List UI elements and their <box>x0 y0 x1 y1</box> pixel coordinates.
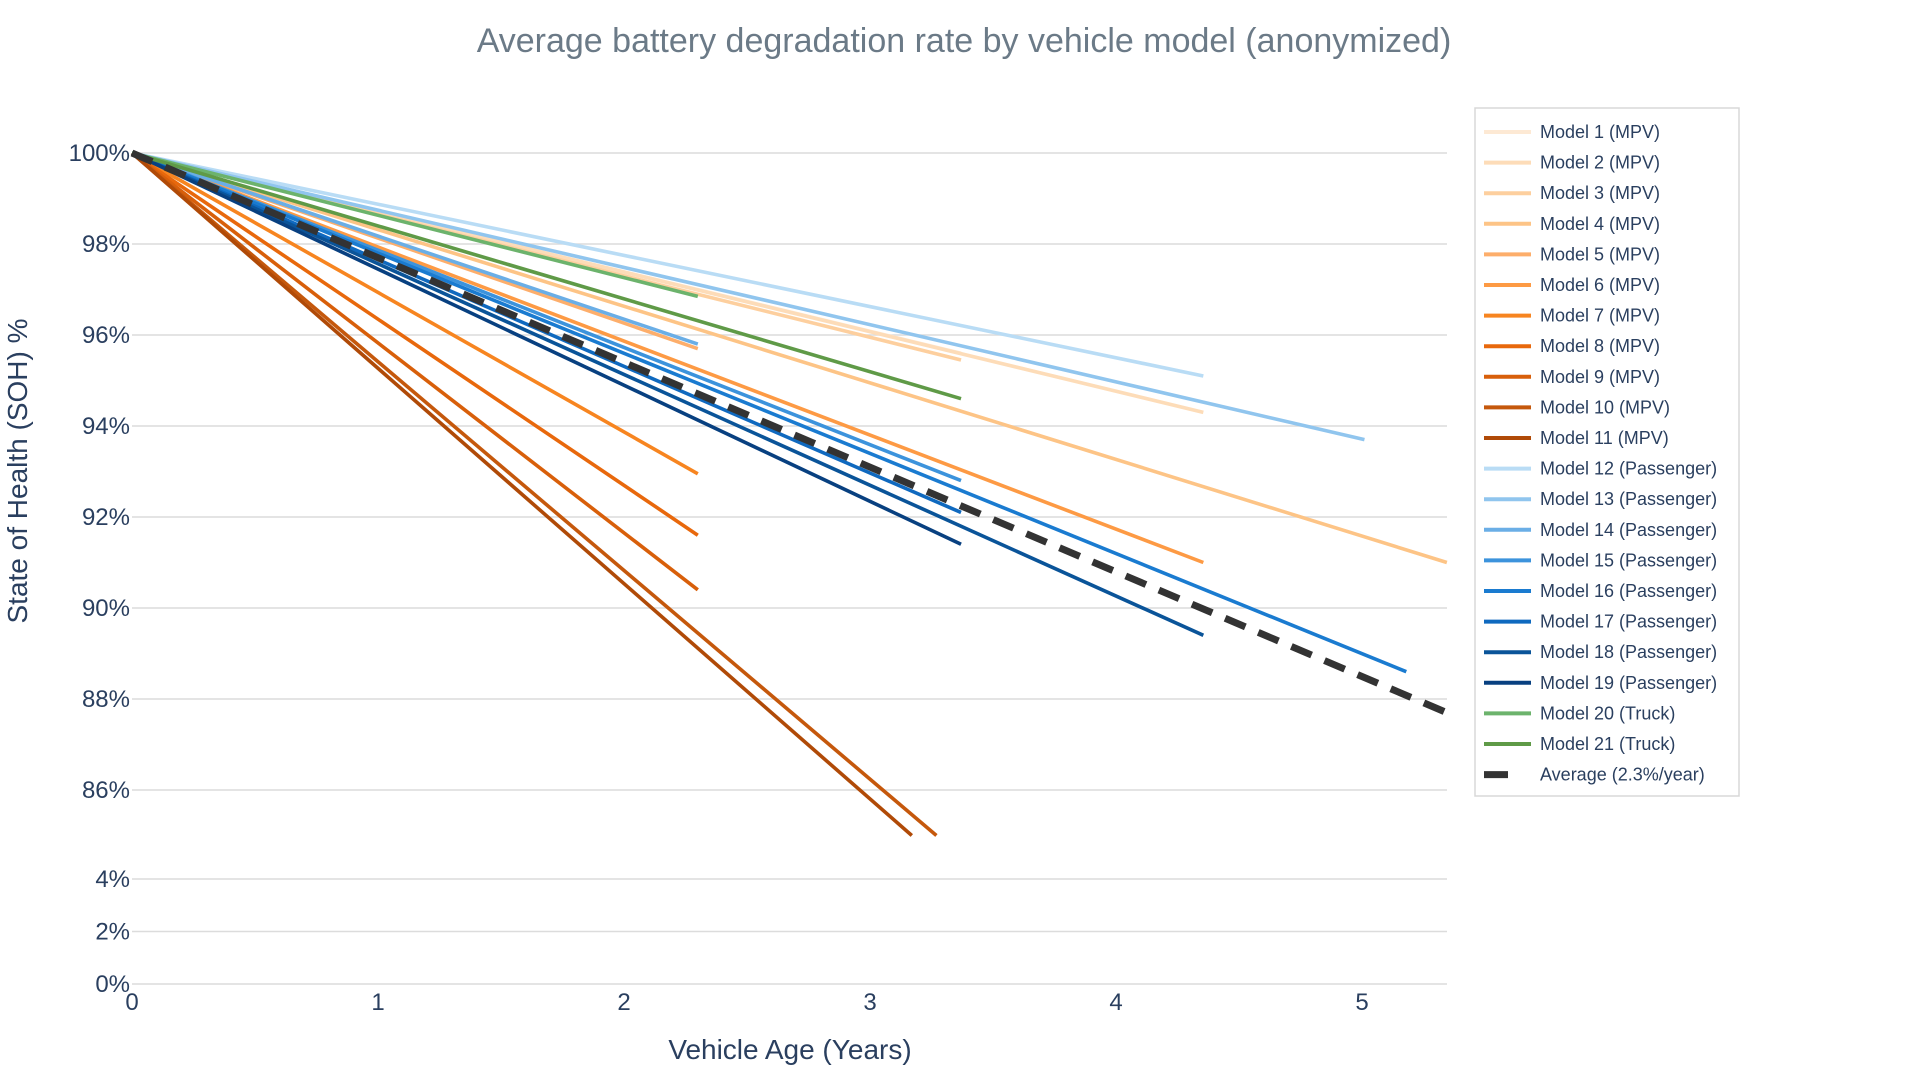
series-line-4 <box>131 151 1448 565</box>
legend-label: Model 16 (Passenger) <box>1540 581 1717 601</box>
legend-label: Model 13 (Passenger) <box>1540 489 1717 509</box>
legend-label: Model 17 (Passenger) <box>1540 612 1717 632</box>
y-tick-label: 88% <box>82 686 130 713</box>
legend-label: Average (2.3%/year) <box>1540 765 1705 785</box>
legend-label: Model 14 (Passenger) <box>1540 520 1717 540</box>
legend-label: Model 20 (Truck) <box>1540 703 1675 723</box>
legend: Model 1 (MPV) Model 2 (MPV) Model 3 (MPV) M… <box>1474 107 1740 797</box>
legend-label: Model 18 (Passenger) <box>1540 642 1717 662</box>
x-axis-ticks: 0 1 2 3 4 5 <box>125 989 1368 1016</box>
y-tick-label: 94% <box>82 413 130 440</box>
y-tick-label: 98% <box>82 231 130 258</box>
y-tick-label: 100% <box>69 140 130 167</box>
series-line-14 <box>131 151 699 346</box>
series-line-22 <box>130 149 1449 716</box>
series-lines <box>130 149 1449 837</box>
x-tick-label: 2 <box>617 989 630 1016</box>
y-tick-label: 92% <box>82 504 130 531</box>
y-tick-label: 96% <box>82 322 130 349</box>
x-axis-title: Vehicle Age (Years) <box>668 1034 911 1065</box>
y-tick-label: 4% <box>95 866 130 893</box>
series-line-8 <box>130 151 699 537</box>
y-axis-title: State of Health (SOH) % <box>2 318 33 623</box>
series-line-7 <box>131 151 699 476</box>
legend-label: Model 2 (MPV) <box>1540 153 1660 173</box>
legend-label: Model 12 (Passenger) <box>1540 459 1717 479</box>
x-tick-label: 1 <box>371 989 384 1016</box>
legend-label: Model 7 (MPV) <box>1540 306 1660 326</box>
y-tick-label: 90% <box>82 595 130 622</box>
gridlines <box>132 152 1447 985</box>
legend-label: Model 6 (MPV) <box>1540 275 1660 295</box>
series-line-19 <box>131 151 962 546</box>
series-line-20 <box>131 151 699 299</box>
legend-label: Model 11 (MPV) <box>1540 428 1669 448</box>
series-line-10 <box>130 151 938 837</box>
series-line-18 <box>131 151 1205 637</box>
legend-label: Model 10 (MPV) <box>1540 397 1670 417</box>
x-tick-label: 3 <box>863 989 876 1016</box>
x-tick-label: 4 <box>1109 989 1122 1016</box>
legend-label: Model 21 (Truck) <box>1540 734 1675 754</box>
y-tick-label: 0% <box>95 971 130 998</box>
series-line-9 <box>130 151 699 592</box>
y-axis-ticks: 100% 98% 96% 94% 92% 90% 88% 86% 4% 2% 0% <box>69 140 130 998</box>
chart-title: Average battery degradation rate by vehi… <box>477 22 1452 60</box>
legend-label: Model 1 (MPV) <box>1540 122 1660 142</box>
legend-label: Model 8 (MPV) <box>1540 336 1660 356</box>
legend-label: Model 15 (Passenger) <box>1540 550 1717 570</box>
x-tick-label: 0 <box>125 989 138 1016</box>
legend-label: Model 19 (Passenger) <box>1540 673 1717 693</box>
legend-label: Model 9 (MPV) <box>1540 367 1660 387</box>
series-line-12 <box>131 151 1204 378</box>
legend-label: Model 4 (MPV) <box>1540 214 1660 234</box>
y-tick-label: 2% <box>95 919 130 946</box>
series-line-21 <box>131 151 962 401</box>
legend-label: Model 5 (MPV) <box>1540 244 1660 264</box>
y-tick-label: 86% <box>82 777 130 804</box>
series-line-11 <box>130 151 914 837</box>
x-tick-label: 5 <box>1355 989 1368 1016</box>
series-line-16 <box>131 151 1407 674</box>
series-line-13 <box>131 151 1365 442</box>
series-line-6 <box>131 151 1204 565</box>
legend-label: Model 3 (MPV) <box>1540 183 1660 203</box>
